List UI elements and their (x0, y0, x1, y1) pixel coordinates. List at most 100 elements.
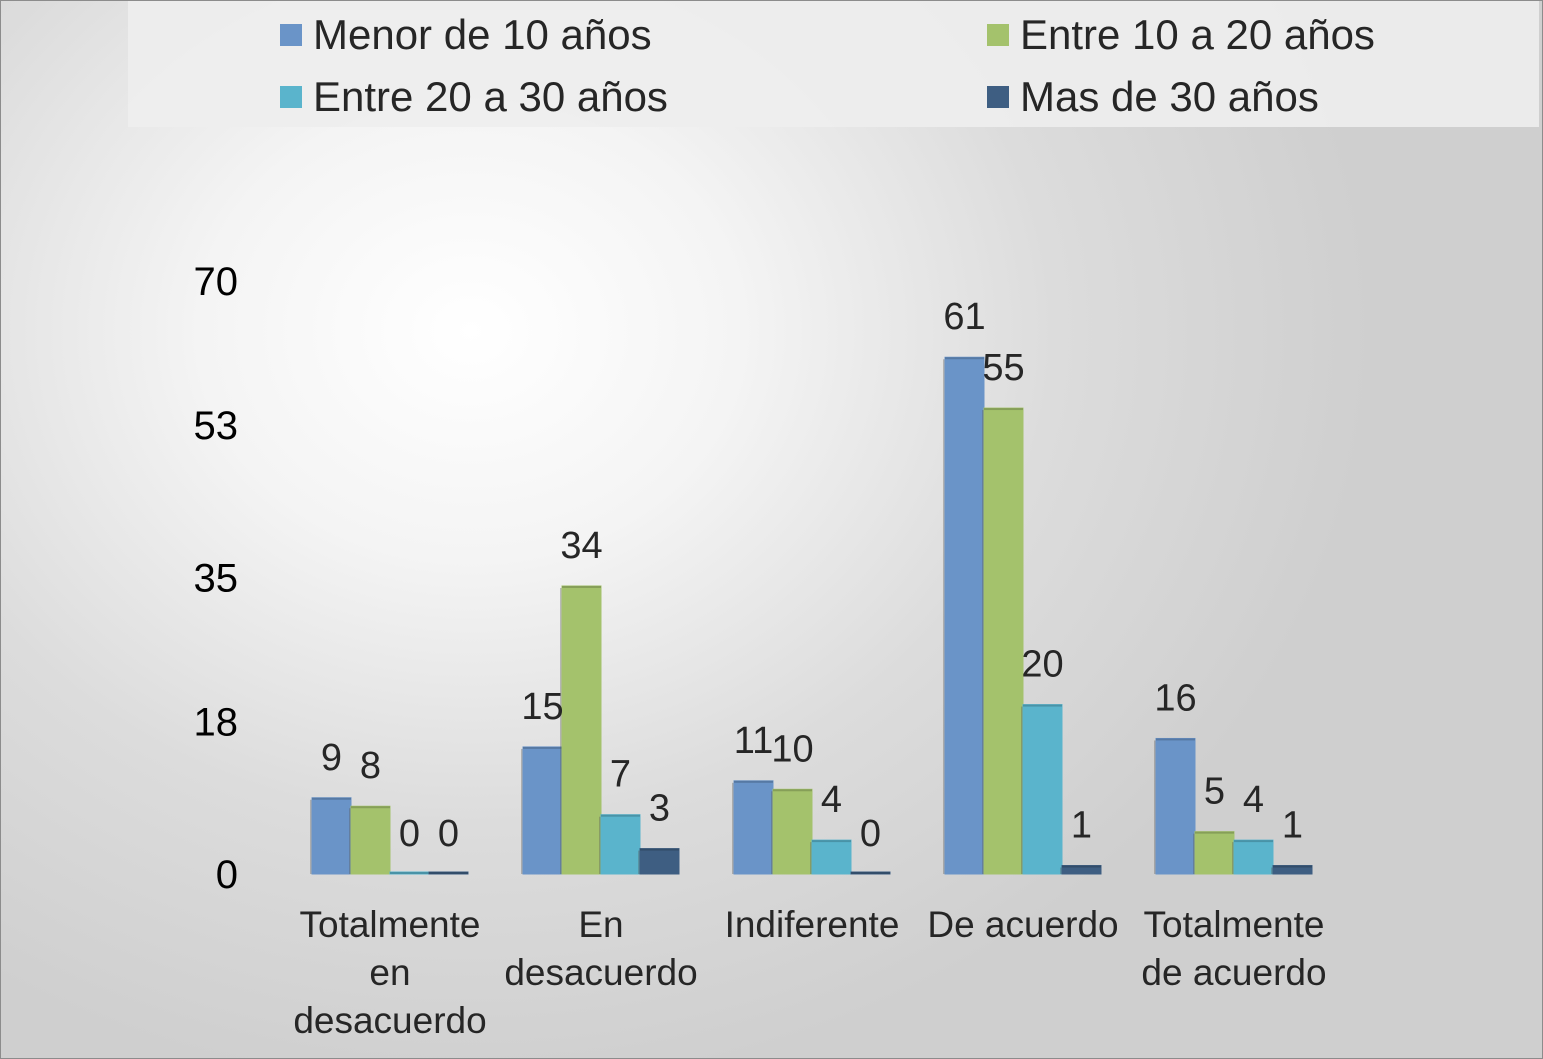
y-tick-label: 35 (194, 557, 239, 601)
x-axis: Totalmente en desacuerdo En desacuerdo Indife… (293, 904, 1326, 1041)
data-label: 1 (1282, 805, 1303, 847)
bar-top (812, 840, 851, 843)
data-label: 10 (771, 728, 813, 770)
bar (1233, 839, 1274, 875)
y-tick-label: 53 (194, 404, 239, 448)
bar (639, 848, 680, 875)
x-tick-label-line: Indiferente (725, 904, 900, 945)
bar-side (1060, 867, 1062, 874)
bar-top (945, 357, 984, 360)
bar (850, 871, 891, 875)
y-tick-label: 0 (216, 853, 238, 897)
legend-swatch (987, 86, 1009, 108)
bar-top (312, 797, 351, 800)
x-tick-label: Totalmente de acuerdo (1141, 904, 1326, 993)
x-tick-label-line: de acuerdo (1141, 952, 1326, 993)
bar (522, 746, 563, 875)
bar-top (1023, 704, 1062, 707)
legend-background (128, 1, 1539, 127)
bar (350, 805, 391, 875)
bar-top (429, 872, 468, 874)
bar (983, 407, 1024, 875)
bar-top (390, 872, 429, 874)
bar (1061, 865, 1102, 875)
bar (600, 814, 641, 875)
data-label: 20 (1021, 644, 1063, 686)
data-label: 0 (399, 813, 420, 855)
data-label: 4 (1243, 779, 1264, 821)
bar-top (1273, 865, 1312, 868)
data-label: 9 (321, 737, 342, 779)
bar-top (562, 585, 601, 588)
bar-side (732, 782, 734, 874)
legend-label: Entre 20 a 30 años (313, 73, 668, 120)
data-label: 55 (982, 347, 1024, 389)
x-tick-label: En desacuerdo (504, 904, 697, 993)
y-tick-label: 18 (194, 701, 239, 745)
bar-side (1154, 740, 1156, 874)
bar (733, 780, 774, 875)
legend-label: Menor de 10 años (313, 11, 652, 58)
y-axis: 0 18 35 53 70 (194, 260, 239, 897)
x-tick-label-line: desacuerdo (293, 1000, 486, 1041)
bar-side (1021, 706, 1023, 874)
bar (944, 356, 985, 875)
bar (311, 797, 352, 875)
data-label: 0 (860, 813, 881, 855)
x-tick-label-line: en (369, 952, 410, 993)
data-label: 5 (1204, 771, 1225, 813)
bar-top (1195, 831, 1234, 834)
bar-top (773, 789, 812, 792)
legend: Menor de 10 años Entre 10 a 20 años Entre … (280, 11, 1375, 120)
data-label: 11 (734, 720, 773, 762)
y-tick-label: 70 (194, 260, 239, 304)
x-tick-label-line: Totalmente (1144, 904, 1325, 945)
bar-top (1062, 865, 1101, 868)
bar-top (1156, 738, 1195, 741)
bar (1022, 704, 1063, 875)
bar (1272, 865, 1313, 875)
bar-side (771, 791, 773, 874)
bar-top (984, 408, 1023, 411)
data-label: 7 (610, 754, 631, 796)
bar-top (523, 746, 562, 749)
bar-side (1271, 867, 1273, 874)
bar-top (640, 848, 679, 851)
bar-top (351, 806, 390, 809)
bar-side (810, 842, 812, 874)
bar-side (310, 799, 312, 874)
bar-top (851, 872, 890, 874)
legend-swatch (280, 24, 302, 46)
bar-side (599, 816, 601, 874)
bar (811, 839, 852, 875)
legend-label: Entre 10 a 20 años (1020, 11, 1375, 58)
bar (428, 871, 469, 875)
data-label: 0 (438, 813, 459, 855)
data-label: 61 (943, 296, 985, 338)
bar-side (638, 850, 640, 874)
bar-side (521, 748, 523, 874)
legend-swatch (280, 86, 302, 108)
x-tick-label: Indiferente (725, 904, 900, 945)
bar-top (734, 780, 773, 783)
bar-top (601, 814, 640, 817)
bar (561, 585, 602, 875)
data-label: 34 (560, 525, 602, 567)
bar-side (560, 587, 562, 874)
x-tick-label-line: desacuerdo (504, 952, 697, 993)
data-label: 3 (649, 788, 670, 830)
bar (1194, 831, 1235, 875)
bars (310, 356, 1313, 875)
bar-side (982, 410, 984, 874)
legend-swatch (987, 24, 1009, 46)
x-tick-label-line: De acuerdo (927, 904, 1118, 945)
data-label: 8 (360, 745, 381, 787)
legend-label: Mas de 30 años (1020, 73, 1319, 120)
data-label: 4 (821, 779, 842, 821)
x-tick-label-line: En (578, 904, 623, 945)
bar-top (1234, 840, 1273, 843)
bar-side (1232, 842, 1234, 874)
data-label: 15 (521, 686, 563, 728)
